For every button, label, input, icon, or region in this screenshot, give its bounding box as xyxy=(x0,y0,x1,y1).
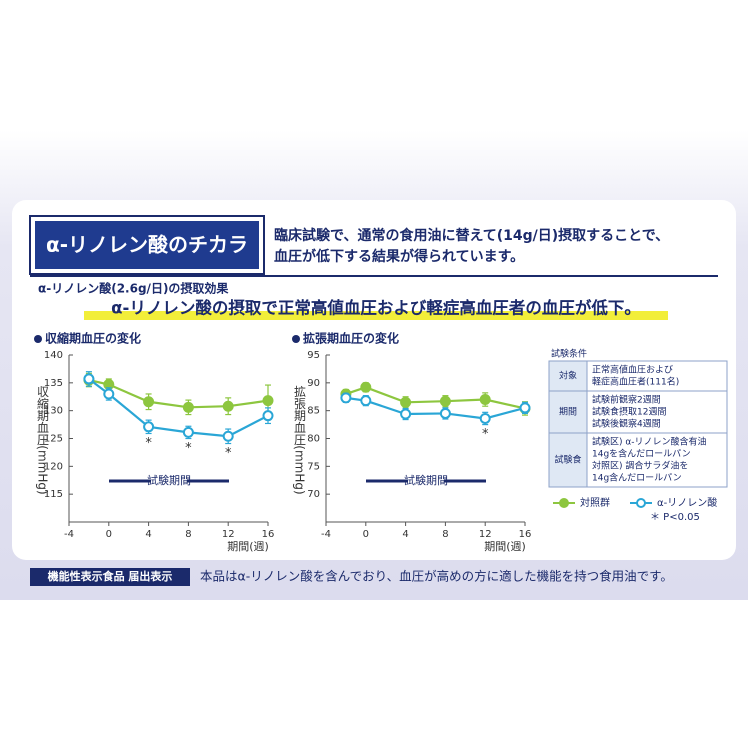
data-point xyxy=(83,373,95,385)
significance-note: ＊ P<0.05 xyxy=(650,512,700,523)
badge-title: α-リノレン酸のチカラ xyxy=(46,233,248,257)
data-point xyxy=(400,396,412,408)
condition-text: 試験後観察4週間 xyxy=(592,418,661,430)
description: 血圧が低下する結果が得られています。 xyxy=(274,248,524,265)
y-tick-label: 135 xyxy=(44,378,63,389)
data-point xyxy=(340,392,352,404)
x-tick-label: 12 xyxy=(222,529,235,540)
condition-label: 試験食 xyxy=(554,454,581,466)
data-point xyxy=(222,430,234,442)
y-tick-label: 115 xyxy=(44,489,63,500)
description: 臨床試験で、通常の食用油に替えて(14g/日)摂取することで、 xyxy=(274,227,669,244)
data-point xyxy=(439,407,451,419)
highlight xyxy=(84,311,668,320)
data-point xyxy=(479,394,491,406)
footer-badge-box xyxy=(30,568,190,586)
condition-text: 試験食摂取12週間 xyxy=(592,406,666,418)
data-point xyxy=(103,388,115,400)
y-tick-label: 125 xyxy=(44,434,63,445)
condition-value-cell xyxy=(586,432,728,488)
x-tick-label: 8 xyxy=(442,529,448,540)
condition-text: 試験前観察2週間 xyxy=(592,394,661,406)
data-point xyxy=(262,410,274,422)
conditions-title: 試験条件 xyxy=(551,348,587,360)
period-label: 試験期間 xyxy=(404,473,448,487)
condition-label: 期間 xyxy=(559,407,577,418)
chart-title: 収縮期血圧の変化 xyxy=(45,331,141,346)
footer-badge: 機能性表示食品 届出表示 xyxy=(48,569,173,583)
x-tick-label: 0 xyxy=(106,529,112,540)
x-tick-label: 4 xyxy=(145,529,151,540)
condition-text: 試験区) α-リノレン酸含有油 xyxy=(592,436,707,448)
y-axis-label: 拡張期血圧(mmHg) xyxy=(293,385,307,495)
condition-label: 対象 xyxy=(559,370,577,382)
x-tick-label: -4 xyxy=(64,529,74,540)
legend-marker xyxy=(559,498,569,508)
condition-label-cell xyxy=(548,432,588,488)
subtitle: α-リノレン酸(2.6g/日)の摂取効果 xyxy=(38,281,228,296)
legend-marker xyxy=(636,498,646,508)
data-point xyxy=(143,396,155,408)
y-tick-label: 120 xyxy=(44,461,63,472)
title-bullet xyxy=(34,335,42,343)
data-point xyxy=(222,400,234,412)
condition-text: 対照区) 調合サラダ油を xyxy=(592,460,688,472)
x-axis-label: 期間(週) xyxy=(484,540,526,553)
condition-text: 14gを含んだロールパン xyxy=(592,448,691,460)
condition-text: 正常高値血圧および xyxy=(592,364,673,376)
data-point xyxy=(360,395,372,407)
y-tick-label: 85 xyxy=(307,406,320,417)
data-point xyxy=(262,395,274,407)
x-tick-label: 16 xyxy=(262,529,275,540)
y-tick-label: 75 xyxy=(307,461,320,472)
x-tick-label: 16 xyxy=(519,529,532,540)
y-tick-label: 80 xyxy=(307,434,320,445)
condition-value-cell xyxy=(586,390,728,434)
data-point xyxy=(182,401,194,413)
y-tick-label: 140 xyxy=(44,350,63,361)
condition-text: 軽症高血圧者(111名) xyxy=(592,376,679,388)
x-tick-label: -4 xyxy=(321,529,331,540)
y-axis-label: 収縮期血圧(mmHg) xyxy=(36,385,50,495)
y-tick-label: 70 xyxy=(307,489,320,500)
legend-label: 対照群 xyxy=(580,496,610,509)
data-point xyxy=(400,408,412,420)
data-point xyxy=(479,412,491,424)
data-point xyxy=(439,395,451,407)
y-tick-label: 95 xyxy=(307,350,320,361)
period-label: 試験期間 xyxy=(147,473,191,487)
x-axis-label: 期間(週) xyxy=(227,540,269,553)
footer-text: 本品はα-リノレン酸を含んでおり、血圧が高めの方に適した機能を持つ食用油です。 xyxy=(200,569,673,584)
chart-title: 拡張期血圧の変化 xyxy=(303,331,399,346)
data-point xyxy=(182,426,194,438)
x-tick-label: 8 xyxy=(185,529,191,540)
y-tick-label: 130 xyxy=(44,406,63,417)
legend-label: α-リノレン酸 xyxy=(657,496,717,509)
x-tick-label: 4 xyxy=(402,529,408,540)
condition-text: 14g含んだロールパン xyxy=(592,472,682,484)
data-point xyxy=(360,381,372,393)
data-point xyxy=(143,421,155,433)
badge-box xyxy=(35,221,259,269)
x-tick-label: 12 xyxy=(479,529,492,540)
significance-mark: * xyxy=(185,441,192,456)
significance-mark: * xyxy=(225,446,232,461)
significance-mark: * xyxy=(145,436,152,451)
title-bullet xyxy=(292,335,300,343)
headline: α-リノレン酸の摂取で正常高値血圧および軽症高血圧者の血圧が低下。 xyxy=(111,298,641,318)
y-tick-label: 90 xyxy=(307,378,320,389)
data-point xyxy=(519,402,531,414)
significance-mark: * xyxy=(482,427,489,442)
x-tick-label: 0 xyxy=(363,529,369,540)
